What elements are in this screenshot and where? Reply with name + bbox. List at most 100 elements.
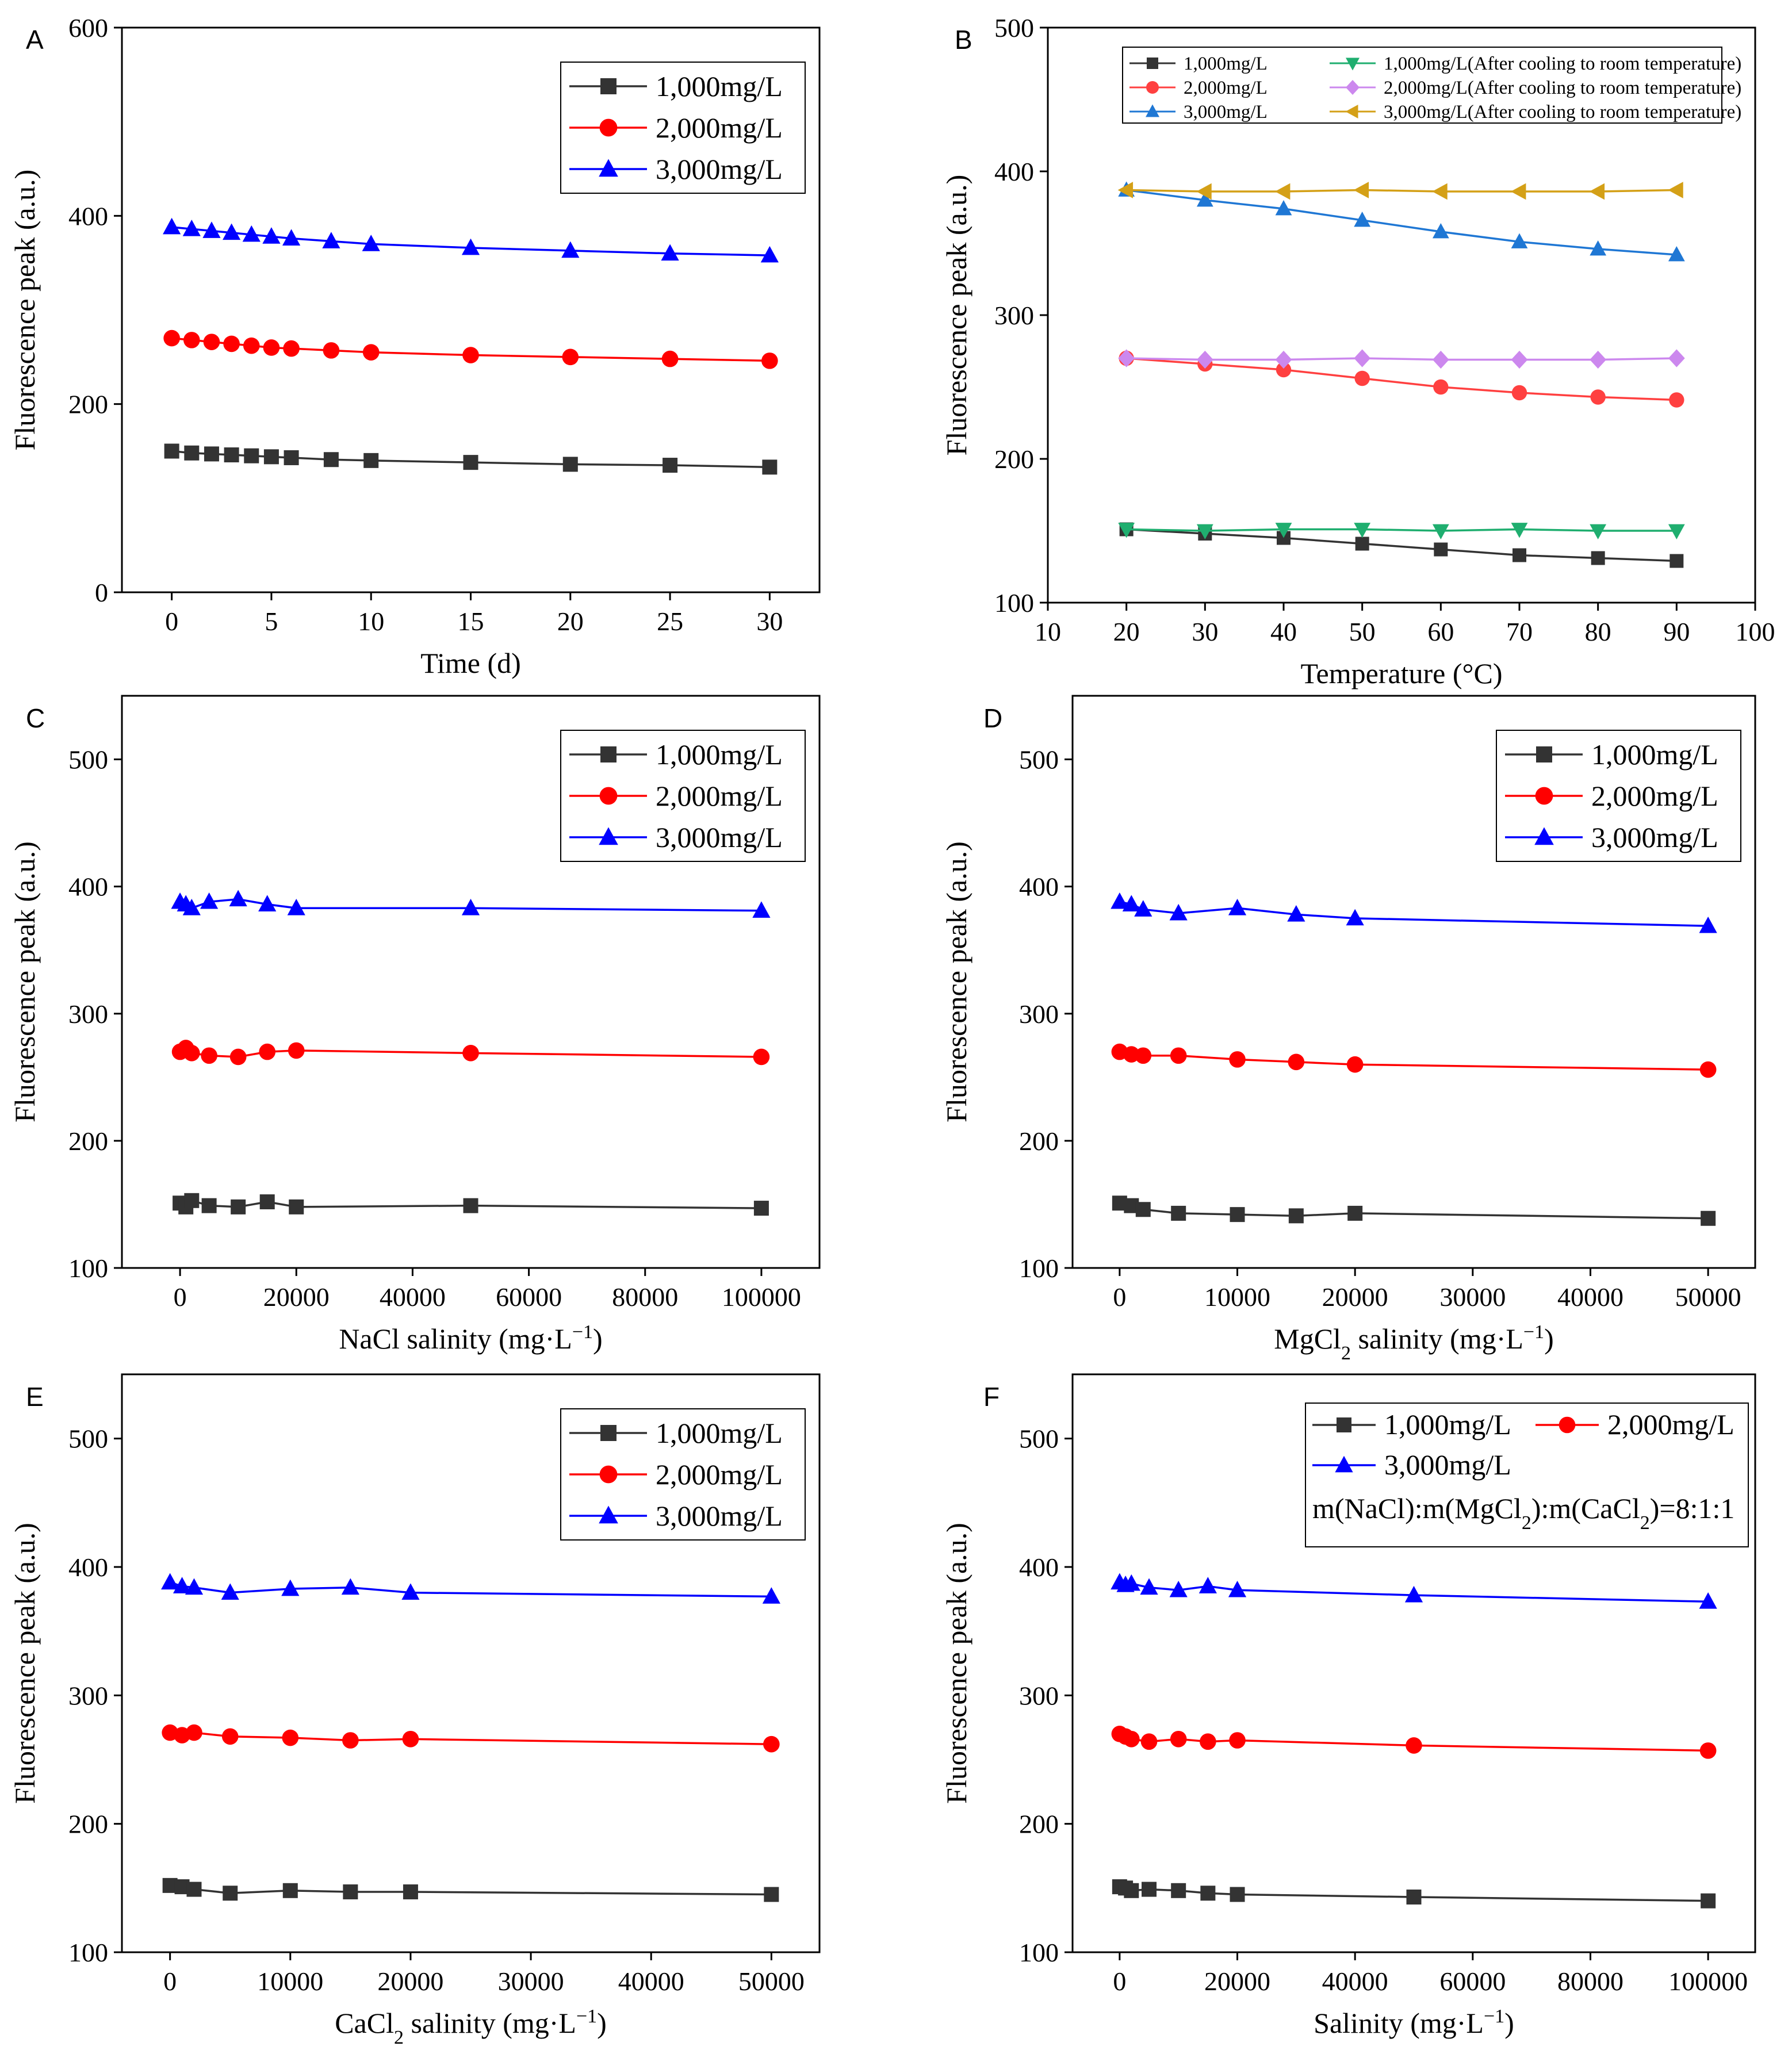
data-point bbox=[561, 241, 580, 258]
data-point bbox=[182, 899, 201, 915]
y-tick-label: 300 bbox=[68, 1681, 108, 1710]
y-tick-label: 100 bbox=[994, 588, 1034, 618]
data-point bbox=[1590, 240, 1607, 256]
legend-marker bbox=[1345, 105, 1358, 118]
y-tick-label: 100 bbox=[1019, 1938, 1059, 1967]
data-point bbox=[1171, 1883, 1186, 1898]
x-tick-label: 30000 bbox=[498, 1967, 564, 1996]
data-point bbox=[1196, 191, 1213, 207]
data-point bbox=[1170, 1730, 1187, 1748]
y-tick-label: 200 bbox=[1019, 1126, 1059, 1156]
data-point bbox=[183, 1045, 200, 1062]
data-point bbox=[1134, 900, 1152, 917]
data-point bbox=[323, 342, 340, 359]
y-tick-label: 400 bbox=[68, 1553, 108, 1582]
y-tick-label: 0 bbox=[95, 578, 108, 607]
data-point bbox=[282, 1729, 299, 1746]
data-point bbox=[1124, 1883, 1139, 1898]
data-point bbox=[1590, 350, 1607, 369]
data-point bbox=[287, 899, 305, 915]
legend-label: 1,000mg/L(After cooling to room temperat… bbox=[1384, 53, 1741, 74]
data-point bbox=[1275, 183, 1291, 200]
legend-marker bbox=[1534, 827, 1554, 845]
x-tick-label: 30 bbox=[756, 607, 783, 636]
data-point bbox=[1142, 1882, 1157, 1897]
data-point bbox=[663, 458, 678, 473]
legend-marker bbox=[599, 159, 618, 177]
data-point bbox=[262, 227, 281, 244]
data-point bbox=[1668, 524, 1685, 539]
data-point bbox=[661, 350, 679, 367]
series-1 bbox=[173, 1193, 769, 1216]
chart-panel-d: D 0 10000 20000 30000 40000 50000 100 200 300 400 5… bbox=[940, 695, 1756, 1364]
plot-frame bbox=[121, 1373, 821, 1953]
data-point bbox=[1111, 892, 1129, 909]
data-point bbox=[258, 895, 277, 911]
legend-marker bbox=[1535, 787, 1553, 805]
series-line bbox=[1126, 189, 1677, 256]
data-point bbox=[185, 1578, 204, 1595]
series-3 bbox=[161, 1573, 780, 1604]
x-tick-label: 80000 bbox=[612, 1282, 678, 1312]
y-axis-label: Fluorescence peak (a.u.) bbox=[9, 1523, 41, 1804]
data-point bbox=[461, 238, 480, 255]
series-1 bbox=[1112, 1879, 1716, 1909]
data-point bbox=[462, 1045, 479, 1062]
panel-letter: C bbox=[26, 703, 45, 733]
data-point bbox=[1169, 903, 1188, 921]
data-point bbox=[1589, 183, 1605, 200]
series-1 bbox=[162, 1877, 779, 1902]
data-point bbox=[1511, 183, 1526, 200]
x-tick-label: 100000 bbox=[722, 1282, 801, 1312]
data-point bbox=[1122, 1574, 1140, 1591]
data-point bbox=[1354, 370, 1370, 386]
y-axis-label: Fluorescence peak (a.u.) bbox=[9, 841, 41, 1122]
data-point bbox=[184, 1193, 200, 1208]
y-tick-label: 400 bbox=[1019, 1553, 1059, 1582]
legend-marker bbox=[1337, 1417, 1351, 1432]
legend-label: 2,000mg/L bbox=[656, 112, 783, 144]
series-2 bbox=[1111, 1726, 1717, 1759]
legend-marker bbox=[1146, 81, 1159, 94]
x-tick-label: 20 bbox=[1113, 617, 1140, 646]
data-point bbox=[761, 352, 778, 369]
x-tick-label: 60 bbox=[1427, 617, 1454, 646]
data-point bbox=[753, 1201, 769, 1216]
x-tick-label: 50000 bbox=[1675, 1282, 1741, 1312]
x-axis-label: CaCl2 salinity (mg·L−1) bbox=[335, 2006, 607, 2048]
data-point bbox=[263, 339, 280, 356]
legend-marker bbox=[599, 787, 618, 805]
data-point bbox=[1404, 1585, 1423, 1603]
series-line bbox=[1119, 1202, 1709, 1220]
series-line bbox=[1126, 189, 1677, 193]
legend-marker bbox=[600, 1425, 617, 1441]
data-point bbox=[184, 445, 200, 461]
data-point bbox=[1276, 362, 1292, 378]
y-tick-label: 500 bbox=[994, 13, 1034, 43]
data-point bbox=[661, 244, 679, 261]
x-tick-label: 70 bbox=[1506, 617, 1533, 646]
data-point bbox=[1122, 895, 1140, 911]
x-tick-label: 60000 bbox=[496, 1282, 562, 1312]
data-point bbox=[752, 901, 771, 918]
mass-ratio-annotation: m(NaCl):m(MgCl2):m(CaCl2)=8:1:1 bbox=[1312, 1492, 1734, 1534]
data-point bbox=[1434, 542, 1448, 557]
plot-frame bbox=[1071, 695, 1756, 1269]
data-point bbox=[1228, 1580, 1247, 1597]
x-tick-label: 10000 bbox=[257, 1967, 323, 1996]
legend-label: 1,000mg/L bbox=[1384, 1408, 1511, 1440]
x-tick-label: 20 bbox=[557, 607, 584, 636]
series-2 bbox=[1119, 350, 1684, 408]
data-point bbox=[1288, 1053, 1305, 1071]
data-point bbox=[1171, 1205, 1186, 1221]
data-point bbox=[1513, 548, 1526, 562]
x-tick-label: 100000 bbox=[1668, 1967, 1748, 1996]
legend-label: 1,000mg/L bbox=[656, 1417, 783, 1449]
data-point bbox=[762, 1587, 780, 1604]
legend-marker bbox=[1536, 746, 1552, 762]
series-line bbox=[1119, 901, 1709, 927]
data-point bbox=[362, 344, 380, 361]
legend-label: 2,000mg/L bbox=[656, 1458, 783, 1490]
legend-label: 3,000mg/L bbox=[656, 1500, 783, 1532]
y-tick-label: 100 bbox=[1019, 1254, 1059, 1283]
